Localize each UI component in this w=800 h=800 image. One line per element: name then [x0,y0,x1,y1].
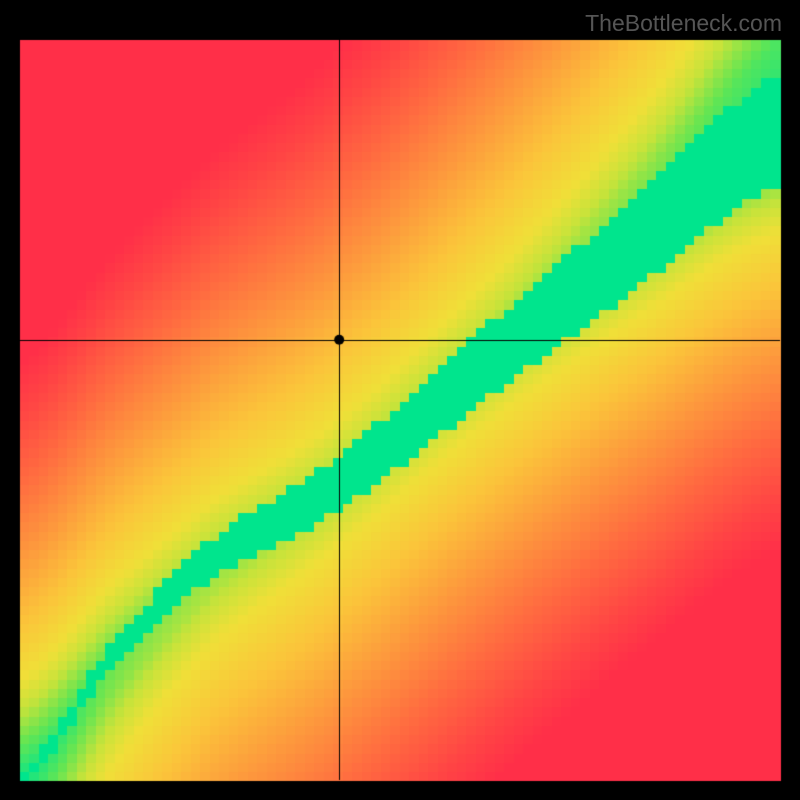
bottleneck-heatmap [0,0,800,800]
watermark-text: TheBottleneck.com [585,10,782,37]
